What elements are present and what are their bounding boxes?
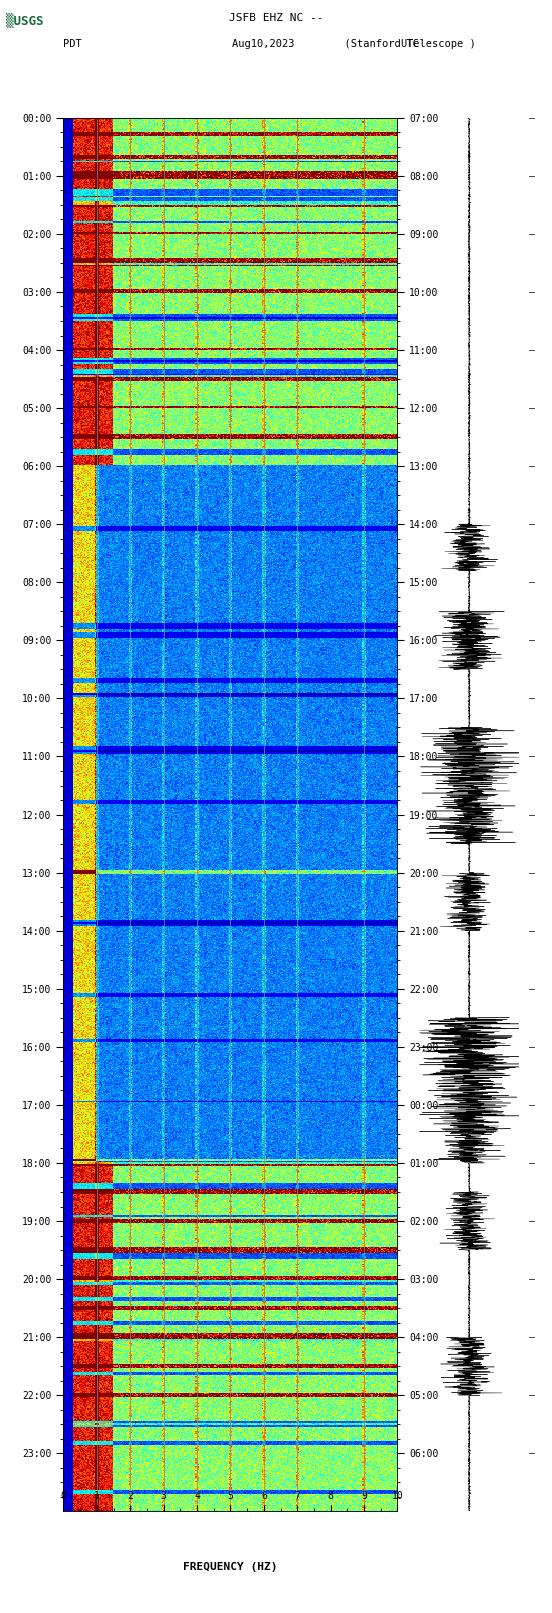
Text: Aug10,2023        (Stanford Telescope ): Aug10,2023 (Stanford Telescope ) (232, 39, 476, 48)
Text: JSFB EHZ NC --: JSFB EHZ NC -- (229, 13, 323, 23)
Text: UTC: UTC (400, 39, 419, 48)
Text: PDT: PDT (63, 39, 82, 48)
X-axis label: FREQUENCY (HZ): FREQUENCY (HZ) (183, 1561, 278, 1573)
Text: ▒USGS: ▒USGS (6, 13, 43, 27)
